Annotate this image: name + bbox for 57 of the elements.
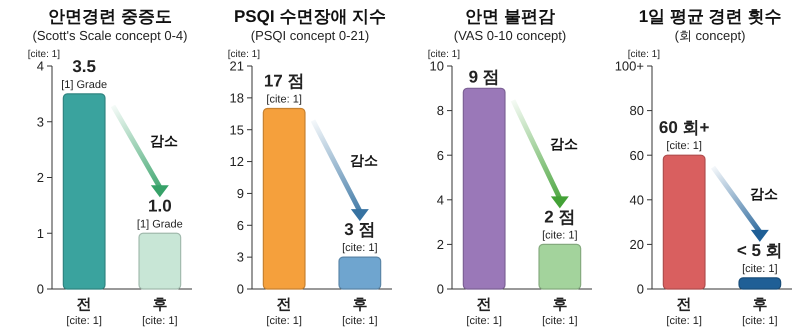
x-tick-label: 전 [cite: 1] (466, 296, 502, 327)
x-tick-label: 후 [cite: 1] (542, 296, 578, 327)
annotation: 감소 (350, 152, 378, 168)
x-tick-label: 전 [cite: 1] (66, 296, 102, 327)
annotation: 감소 (750, 186, 778, 202)
y-tick-label: 0 (36, 282, 44, 297)
y-tick-label: 21 (230, 58, 244, 74)
text: [cite: 1] (428, 49, 460, 60)
y-tick-label: 3 (236, 250, 244, 265)
y-tick-label: 8 (436, 103, 444, 118)
y-tick-label: 2 (36, 170, 44, 186)
chart-title: 안면경련 중증도 (48, 7, 172, 26)
y-tick-label: 100+ (614, 58, 644, 74)
x-tick-label: 전 [cite: 1] (666, 296, 702, 327)
y-tick-label: 0 (636, 282, 644, 297)
y-tick-label: 80 (630, 103, 644, 118)
y-tick-label: 6 (236, 218, 244, 233)
y-tick-label: 0 (236, 282, 244, 297)
y-tick-label: 2 (436, 236, 444, 252)
chart-title: 안면 불편감 (465, 7, 555, 26)
data-label: 3.5 [1] Grade (61, 56, 108, 91)
y-tick-label: 60 (630, 148, 644, 163)
y-tick-label: 10 (430, 58, 444, 74)
data-label: 60 회+ [cite: 1] (658, 118, 710, 152)
chart-subtitle: (VAS 0-10 concept) (454, 28, 566, 43)
text: [cite: 1] (28, 49, 60, 60)
y-tick-label: 18 (230, 90, 244, 106)
chart-subtitle: (회 concept) (674, 28, 746, 43)
x-tick-label: 후 [cite: 1] (342, 296, 378, 327)
x-tick-label: 전 [cite: 1] (266, 296, 302, 327)
y-tick-label: 20 (630, 236, 644, 252)
y-tick-label: 4 (36, 58, 44, 74)
y-tick-label: 0 (436, 282, 444, 297)
chart-subtitle: (Scott's Scale concept 0-4) (32, 28, 188, 43)
chart-title: 1일 평균 경련 횟수 (638, 7, 782, 26)
y-tick-label: 1 (36, 226, 44, 241)
y-tick-label: 40 (630, 192, 644, 208)
y-tick-label: 9 (236, 186, 244, 201)
annotation: 감소 (150, 132, 178, 149)
chart-title: PSQI 수면장애 지수 (234, 7, 386, 26)
x-tick-label: 후 [cite: 1] (742, 296, 778, 327)
data-label: 2 점 [cite: 1] (542, 207, 578, 242)
y-tick-label: 12 (230, 154, 244, 170)
data-label: 3 점 [cite: 1] (342, 220, 378, 254)
data-label: < 5 회 [cite: 1] (736, 240, 783, 275)
data-label: 9 점 (468, 67, 500, 86)
annotation: 감소 (550, 135, 578, 152)
text: [cite: 1] (228, 49, 260, 60)
y-tick-label: 6 (436, 148, 444, 163)
y-tick-label: 4 (436, 192, 444, 208)
chart-subtitle: (PSQI concept 0-21) (250, 28, 370, 43)
text: [cite: 1] (628, 49, 660, 60)
data-label: 1.0 [1] Grade (136, 196, 183, 230)
y-tick-label: 15 (230, 122, 244, 138)
y-tick-label: 3 (36, 114, 44, 130)
data-label: 17 점 [cite: 1] (264, 71, 304, 106)
x-tick-label: 후 [cite: 1] (142, 296, 178, 327)
